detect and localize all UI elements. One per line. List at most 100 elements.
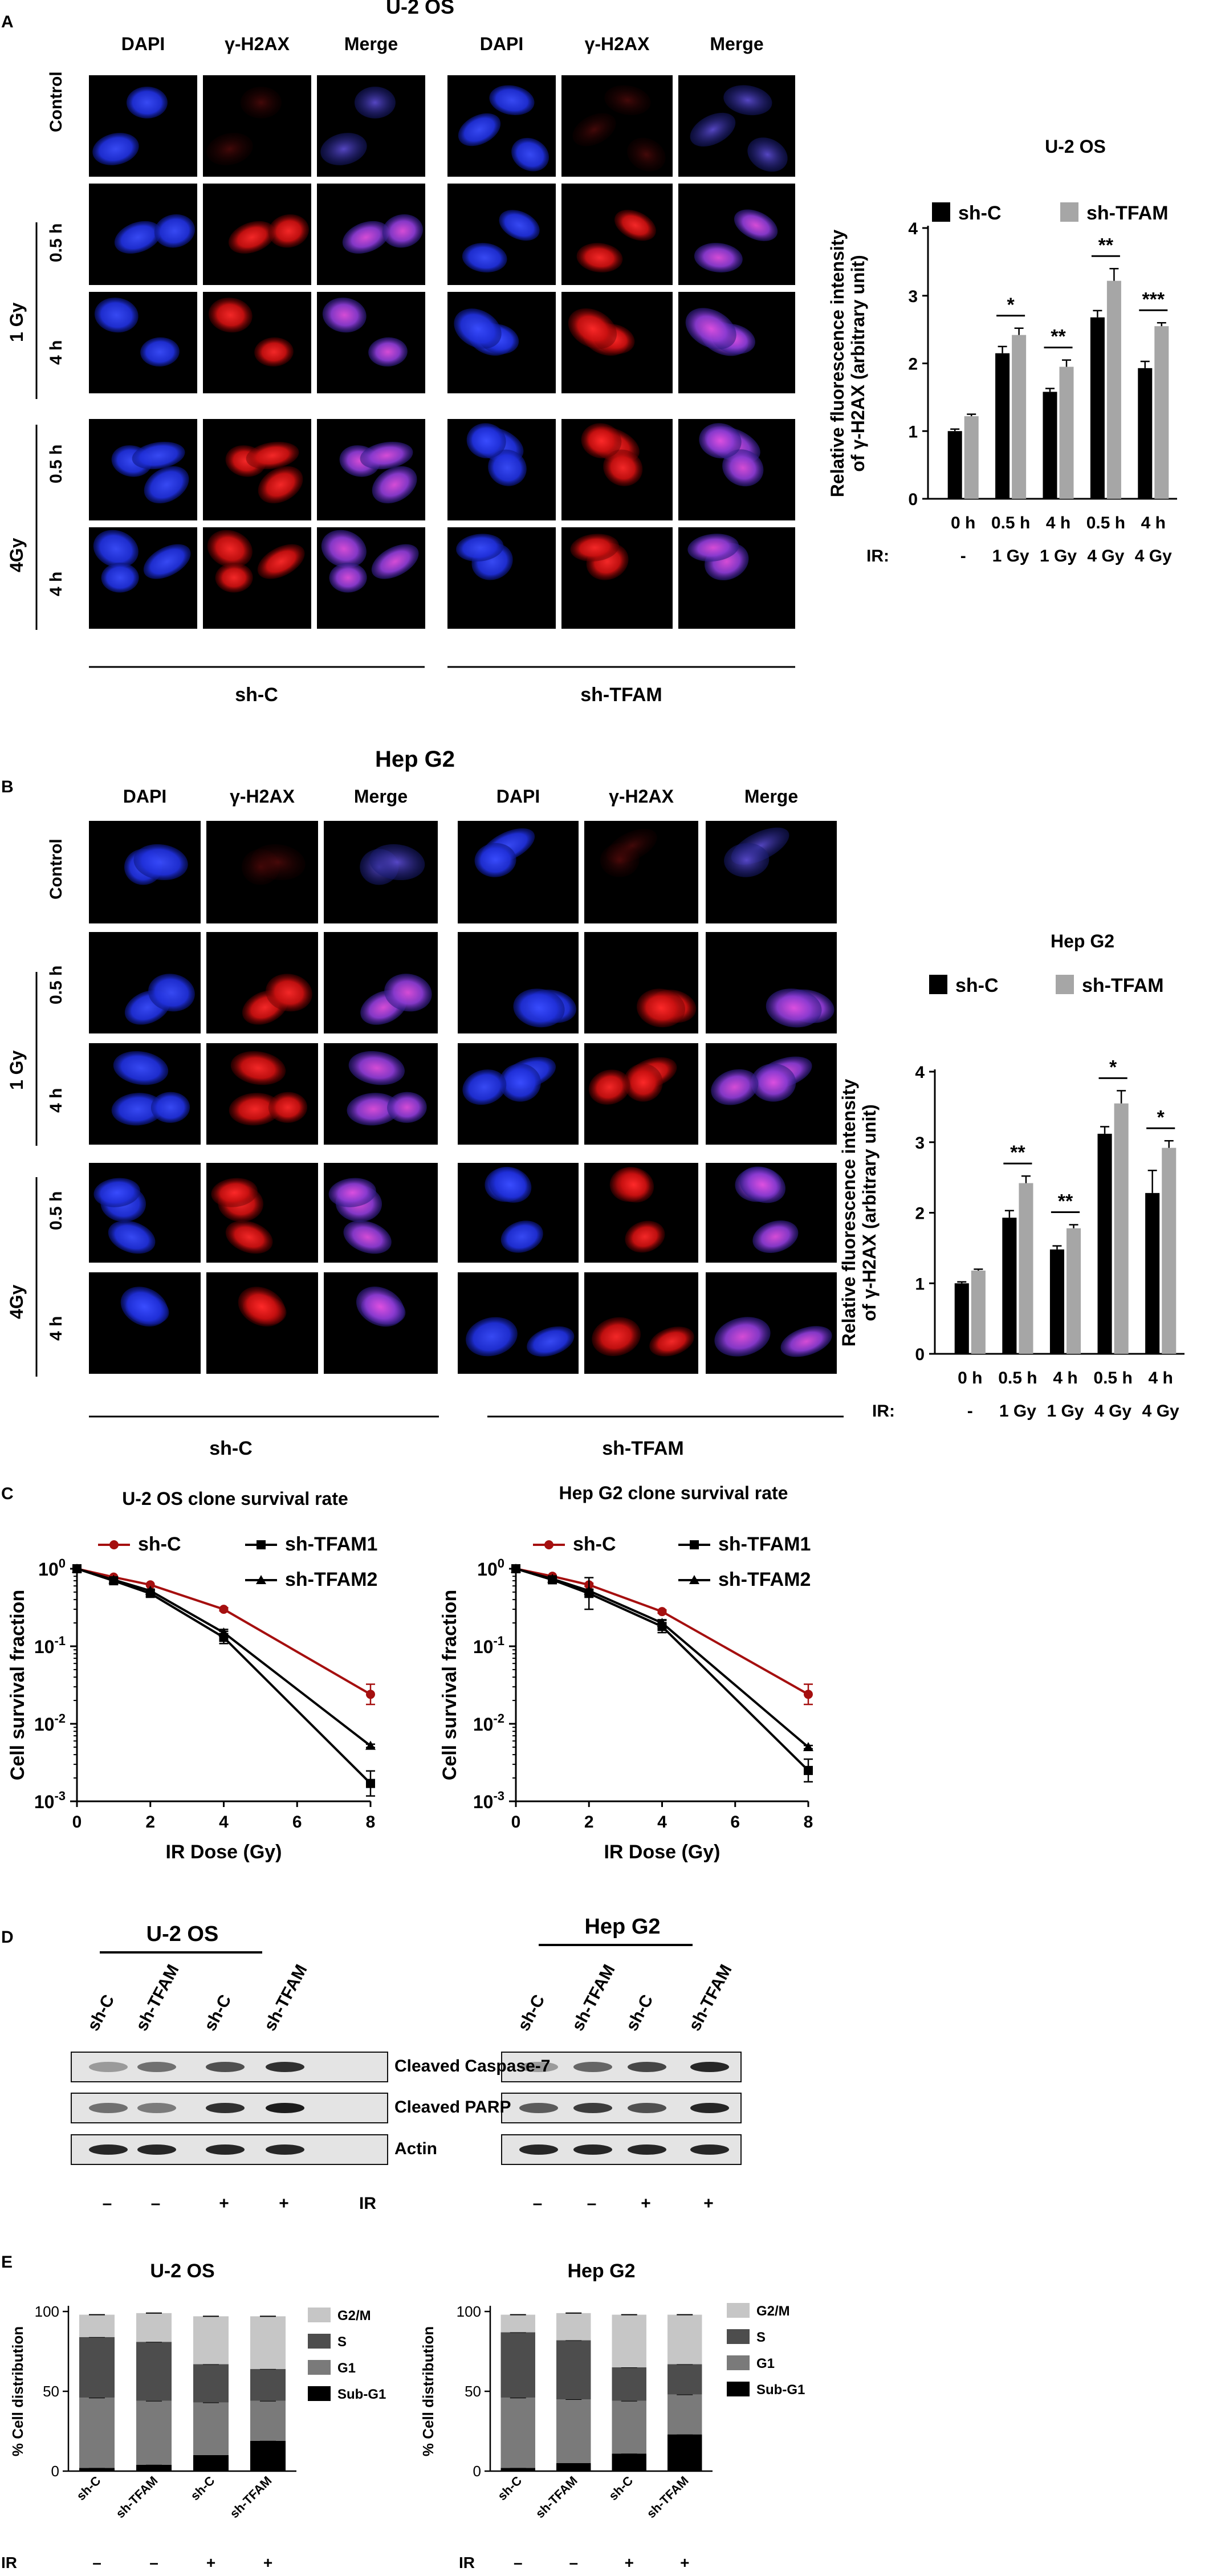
nucleus xyxy=(603,449,643,486)
significance-marker: * xyxy=(1157,1106,1165,1128)
stack-segment-S xyxy=(193,2364,229,2403)
dose-label-1gy: 1 Gy xyxy=(6,302,27,342)
y-tick-base: 10 xyxy=(473,1714,494,1735)
blot-band xyxy=(206,2103,245,2113)
panel-a-row-labels: Control 0.5 h 4 h 0.5 h 4 h 1 Gy 4Gy xyxy=(6,71,66,630)
bar-sh-TFAM xyxy=(1162,1147,1177,1354)
panel-b-micrograph-grid xyxy=(89,821,837,1374)
y-tick-exponent: -3 xyxy=(54,1789,66,1803)
panel-b: B Hep G2 DAPI γ-H2AX Merge DAPI γ-H2AX Merge … xyxy=(1,747,1184,1459)
nucleus xyxy=(329,563,367,593)
stack-segment-G2/M xyxy=(667,2314,702,2365)
blot-band xyxy=(690,2062,729,2072)
y-tick-base: 10 xyxy=(473,1637,494,1657)
y-tick-label: 10-1 xyxy=(34,1634,66,1657)
column-header-sh-tfam: γ-H2AX xyxy=(609,786,674,807)
significance-marker: ** xyxy=(1010,1142,1025,1163)
blot-band xyxy=(690,2144,729,2155)
bar-sh-TFAM xyxy=(1106,280,1121,499)
blot-band xyxy=(89,2144,128,2155)
legend-swatch-G2/M xyxy=(727,2303,750,2318)
stack-segment-S xyxy=(250,2369,286,2401)
y-tick-base: 10 xyxy=(473,1792,494,1812)
data-point-sh-C xyxy=(366,1690,375,1699)
stack-segment-G1 xyxy=(250,2400,286,2441)
column-header-sh-tfam: Merge xyxy=(710,34,763,54)
bar-sh-TFAM xyxy=(1114,1103,1129,1354)
stack-segment-G1 xyxy=(612,2400,646,2454)
nucleus xyxy=(588,1069,630,1105)
bar-sh-C xyxy=(1097,1133,1112,1354)
bar-sh-TFAM xyxy=(1154,326,1169,499)
group-label-sh-c: sh-C xyxy=(209,1438,253,1459)
row-label-ir: IR: xyxy=(872,1402,895,1421)
lane-label: sh-C xyxy=(622,1992,657,2034)
y-tick-label: 3 xyxy=(908,287,918,306)
legend-label: sh-C xyxy=(958,202,1002,224)
nucleus xyxy=(207,530,253,568)
blot-band xyxy=(519,2062,558,2072)
panel-a-micrograph-grid xyxy=(89,75,795,629)
lane-label: sh-C xyxy=(84,1992,118,2034)
y-axis-label: Cell survival fraction xyxy=(439,1590,461,1780)
nucleus xyxy=(690,112,736,147)
series-line-sh-TFAM2 xyxy=(76,1568,372,1747)
ir-sign: – xyxy=(587,2194,597,2213)
stack-segment-G2/M xyxy=(556,2313,591,2341)
nucleus xyxy=(215,563,253,593)
chart-title: Hep G2 xyxy=(1051,931,1114,951)
nucleus xyxy=(500,1220,543,1253)
nucleus xyxy=(614,209,656,241)
panel-d-letter: D xyxy=(1,1928,14,1947)
bar-sh-TFAM xyxy=(971,1270,986,1354)
data-point-sh-TFAM1 xyxy=(366,1779,375,1788)
nucleus xyxy=(328,1178,376,1207)
chart-title: U-2 OS clone survival rate xyxy=(122,1488,348,1509)
legend-label: G2/M xyxy=(756,2304,790,2319)
x-sublabel: 4 Gy xyxy=(1094,1402,1131,1421)
blot-band xyxy=(89,2062,128,2072)
nucleus xyxy=(154,214,195,248)
y-tick-label: 1 xyxy=(915,1275,925,1293)
y-axis-label: of γ-H2AX (arbitrary unit) xyxy=(859,1104,880,1321)
panel-a-column-headers: DAPI γ-H2AX Merge DAPI γ-H2AX Merge xyxy=(121,34,764,54)
row-label-4h: 4 h xyxy=(47,340,66,365)
bar-sh-TFAM xyxy=(1019,1183,1033,1354)
x-tick-label: sh-C xyxy=(606,2473,636,2503)
dose-label-1gy: 1 Gy xyxy=(6,1050,27,1090)
nucleus xyxy=(489,85,535,115)
x-sublabel: - xyxy=(960,547,966,565)
b-micrograph-tile xyxy=(458,1272,579,1374)
data-point-sh-TFAM2 xyxy=(803,1741,813,1751)
lane-label: sh-TFAM xyxy=(260,1961,311,2034)
panel-b-title: Hep G2 xyxy=(375,747,455,772)
data-point-sh-TFAM2 xyxy=(547,1573,558,1583)
y-axis-label: Relative fluorescence intensity xyxy=(827,230,848,498)
legend-label: G2/M xyxy=(337,2308,371,2323)
y-tick-label: 100 xyxy=(38,1556,66,1580)
y-tick-label: 100 xyxy=(457,2303,481,2320)
legend-label: G1 xyxy=(756,2356,775,2371)
legend-marker xyxy=(544,1540,553,1549)
stack-segment-S xyxy=(500,2332,535,2398)
nucleus xyxy=(722,449,764,487)
legend-label: sh-C xyxy=(955,975,999,996)
panel-c-letter: C xyxy=(1,1484,14,1503)
stack-segment-S xyxy=(612,2367,646,2401)
nucleus xyxy=(92,133,139,165)
stack-segment-Sub-G1 xyxy=(136,2464,172,2471)
x-tick-label: 0.5 h xyxy=(991,514,1030,532)
bar-sh-C xyxy=(947,431,962,499)
nucleus xyxy=(384,974,432,1012)
nucleus xyxy=(251,844,306,881)
legend-swatch-Sub-G1 xyxy=(308,2386,331,2401)
ir-sign: + xyxy=(263,2554,272,2571)
nucleus xyxy=(132,442,185,470)
blot-band xyxy=(519,2103,558,2113)
significance-marker: *** xyxy=(1142,288,1165,310)
chart-e-u2os-cell-cycle: U-2 OS 0 50 100 % Cell distribution sh-C – sh-T… xyxy=(1,2260,386,2571)
blot-label: Cleaved PARP xyxy=(394,2098,511,2117)
lane-label: sh-TFAM xyxy=(685,1961,736,2034)
panel-c: C U-2 OS clone survival rate sh-C sh-TFAM1… xyxy=(1,1483,813,1863)
blot-group-hepg2: Hep G2 xyxy=(584,1915,660,1939)
